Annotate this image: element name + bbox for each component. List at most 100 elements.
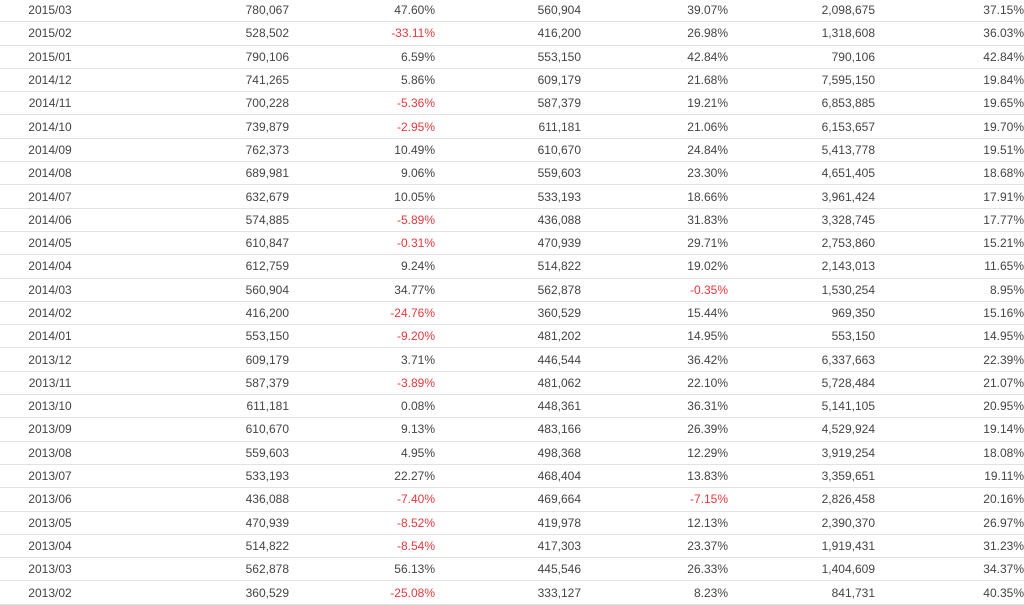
table-row: 2015/03 780,067 47.60% 560,904 39.07% 2,098,6… <box>0 0 1024 23</box>
cumulative-cell: 1,404,609 <box>728 557 875 582</box>
cumulative-cell: 841,731 <box>728 580 875 605</box>
table-row: 2014/12 741,265 5.86% 609,179 21.68% 7,595,15… <box>0 68 1024 93</box>
change-cell: 56.13% <box>289 557 435 582</box>
value-cell: 610,847 <box>100 231 289 256</box>
cumulative-cell: 5,728,484 <box>728 371 875 396</box>
cumulative-cell: 1,919,431 <box>728 534 875 559</box>
month-cell: 2014/06 <box>0 208 100 232</box>
change-cell: 9.24% <box>289 254 435 279</box>
compare-value-cell: 610,670 <box>435 138 581 163</box>
cumulative-change-cell: 34.37% <box>875 557 1024 582</box>
table-row: 2014/01 553,150 -9.20% 481,202 14.95% 553,150… <box>0 324 1024 349</box>
compare-change-cell: 18.66% <box>581 184 728 209</box>
cumulative-change-cell: 19.11% <box>875 464 1024 489</box>
compare-value-cell: 587,379 <box>435 91 581 116</box>
change-cell: -3.89% <box>289 371 435 396</box>
table-row: 2013/03 562,878 56.13% 445,546 26.33% 1,404,6… <box>0 557 1024 582</box>
compare-value-cell: 417,303 <box>435 534 581 559</box>
value-cell: 612,759 <box>100 254 289 279</box>
compare-value-cell: 448,361 <box>435 394 581 419</box>
value-cell: 610,670 <box>100 417 289 442</box>
table-row: 2014/07 632,679 10.05% 533,193 18.66% 3,961,4… <box>0 184 1024 209</box>
change-cell: 22.27% <box>289 464 435 489</box>
change-cell: 0.08% <box>289 394 435 419</box>
compare-value-cell: 498,368 <box>435 441 581 465</box>
month-cell: 2014/11 <box>0 91 100 116</box>
cumulative-cell: 2,753,860 <box>728 231 875 256</box>
cumulative-cell: 7,595,150 <box>728 68 875 93</box>
change-cell: -33.11% <box>289 21 435 46</box>
compare-value-cell: 611,181 <box>435 114 581 139</box>
cumulative-cell: 2,826,458 <box>728 487 875 512</box>
cumulative-change-cell: 18.68% <box>875 161 1024 186</box>
compare-value-cell: 416,200 <box>435 21 581 46</box>
change-cell: -8.54% <box>289 534 435 559</box>
month-cell: 2013/09 <box>0 417 100 442</box>
month-cell: 2015/02 <box>0 21 100 46</box>
cumulative-change-cell: 26.97% <box>875 511 1024 535</box>
table-row: 2013/05 470,939 -8.52% 419,978 12.13% 2,390,3… <box>0 511 1024 535</box>
compare-change-cell: 15.44% <box>581 301 728 326</box>
compare-change-cell: 12.29% <box>581 441 728 465</box>
cumulative-change-cell: 42.84% <box>875 45 1024 69</box>
table-row: 2014/06 574,885 -5.89% 436,088 31.83% 3,328,7… <box>0 208 1024 232</box>
cumulative-change-cell: 20.16% <box>875 487 1024 512</box>
compare-change-cell: 36.42% <box>581 347 728 372</box>
cumulative-cell: 5,141,105 <box>728 394 875 419</box>
month-cell: 2013/10 <box>0 394 100 419</box>
change-cell: -8.52% <box>289 511 435 535</box>
month-cell: 2014/05 <box>0 231 100 256</box>
compare-value-cell: 533,193 <box>435 184 581 209</box>
table-row: 2014/10 739,879 -2.95% 611,181 21.06% 6,153,6… <box>0 114 1024 139</box>
value-cell: 790,106 <box>100 45 289 69</box>
cumulative-change-cell: 37.15% <box>875 0 1024 23</box>
table-row: 2013/11 587,379 -3.89% 481,062 22.10% 5,728,4… <box>0 371 1024 396</box>
compare-change-cell: 8.23% <box>581 580 728 605</box>
change-cell: 6.59% <box>289 45 435 69</box>
compare-value-cell: 481,202 <box>435 324 581 349</box>
cumulative-cell: 2,390,370 <box>728 511 875 535</box>
cumulative-change-cell: 19.70% <box>875 114 1024 139</box>
cumulative-cell: 553,150 <box>728 324 875 349</box>
table-row: 2013/09 610,670 9.13% 483,166 26.39% 4,529,92… <box>0 417 1024 442</box>
change-cell: 4.95% <box>289 441 435 465</box>
compare-value-cell: 481,062 <box>435 371 581 396</box>
cumulative-change-cell: 17.77% <box>875 208 1024 232</box>
compare-value-cell: 419,978 <box>435 511 581 535</box>
compare-change-cell: 19.02% <box>581 254 728 279</box>
compare-value-cell: 470,939 <box>435 231 581 256</box>
compare-change-cell: 26.33% <box>581 557 728 582</box>
cumulative-change-cell: 18.08% <box>875 441 1024 465</box>
cumulative-cell: 790,106 <box>728 45 875 69</box>
table-row: 2015/02 528,502 -33.11% 416,200 26.98% 1,318,… <box>0 21 1024 46</box>
value-cell: 632,679 <box>100 184 289 209</box>
table-row: 2014/04 612,759 9.24% 514,822 19.02% 2,143,01… <box>0 254 1024 279</box>
cumulative-change-cell: 11.65% <box>875 254 1024 279</box>
value-cell: 689,981 <box>100 161 289 186</box>
table-row: 2014/05 610,847 -0.31% 470,939 29.71% 2,753,8… <box>0 231 1024 256</box>
cumulative-change-cell: 20.95% <box>875 394 1024 419</box>
change-cell: 9.13% <box>289 417 435 442</box>
cumulative-change-cell: 31.23% <box>875 534 1024 559</box>
value-cell: 416,200 <box>100 301 289 326</box>
compare-change-cell: 26.39% <box>581 417 728 442</box>
table-row: 2013/04 514,822 -8.54% 417,303 23.37% 1,919,4… <box>0 534 1024 559</box>
cumulative-change-cell: 36.03% <box>875 21 1024 46</box>
compare-value-cell: 483,166 <box>435 417 581 442</box>
month-cell: 2014/02 <box>0 301 100 326</box>
cumulative-cell: 3,919,254 <box>728 441 875 465</box>
compare-value-cell: 436,088 <box>435 208 581 232</box>
compare-change-cell: 29.71% <box>581 231 728 256</box>
cumulative-change-cell: 19.51% <box>875 138 1024 163</box>
compare-change-cell: 42.84% <box>581 45 728 69</box>
value-cell: 528,502 <box>100 21 289 46</box>
cumulative-cell: 2,098,675 <box>728 0 875 23</box>
compare-change-cell: 12.13% <box>581 511 728 535</box>
change-cell: -24.76% <box>289 301 435 326</box>
month-cell: 2013/03 <box>0 557 100 582</box>
compare-value-cell: 562,878 <box>435 278 581 302</box>
table-row: 2014/08 689,981 9.06% 559,603 23.30% 4,651,40… <box>0 161 1024 186</box>
compare-value-cell: 445,546 <box>435 557 581 582</box>
compare-change-cell: 31.83% <box>581 208 728 232</box>
